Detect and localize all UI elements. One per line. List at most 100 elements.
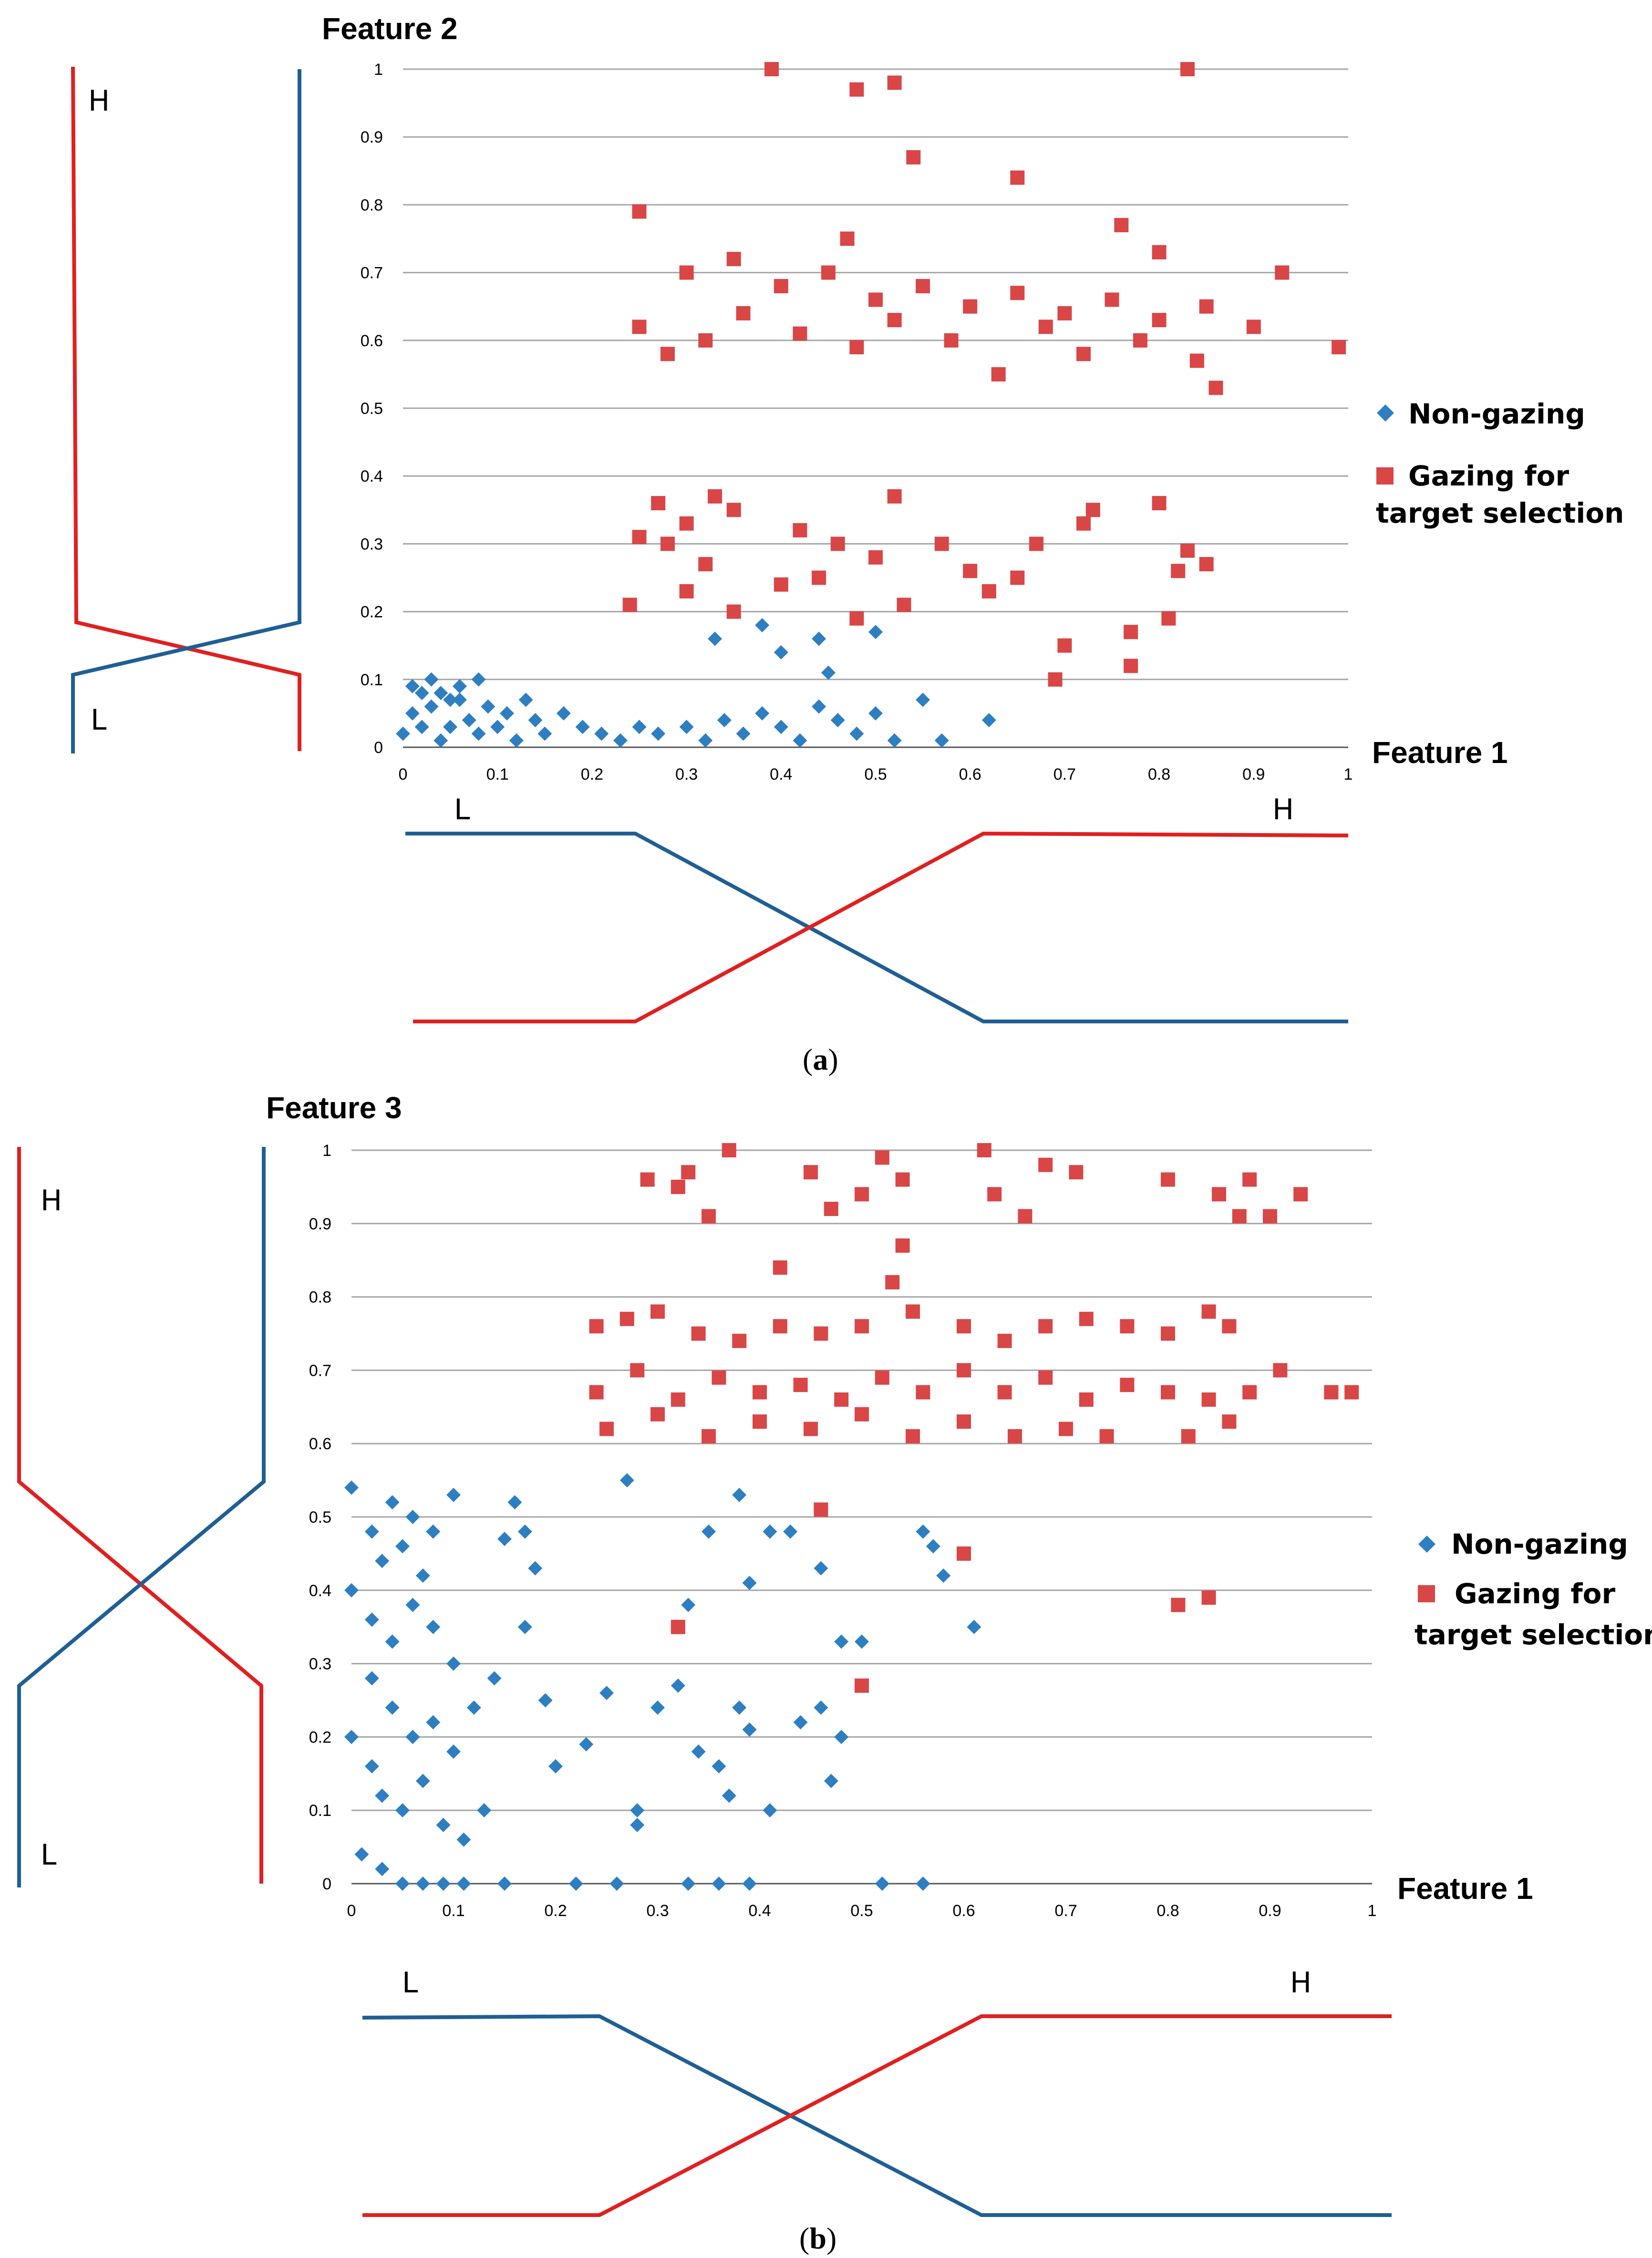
b-point-non-gazing xyxy=(436,1817,451,1832)
b-point-non-gazing xyxy=(599,1686,614,1701)
b-point-non-gazing xyxy=(742,1576,757,1590)
a-point-non-gazing xyxy=(509,733,524,748)
a-point-gazing xyxy=(1199,557,1214,572)
b-point-gazing xyxy=(691,1326,706,1341)
a-gridlines xyxy=(403,68,1348,680)
b-x-tick-label: 0.5 xyxy=(850,1902,873,1920)
a-point-non-gazing xyxy=(887,733,902,748)
b-point-gazing xyxy=(1079,1392,1094,1407)
a-point-gazing xyxy=(916,279,930,294)
a-point-non-gazing xyxy=(868,706,883,721)
b-point-gazing xyxy=(1120,1378,1135,1392)
a-point-non-gazing xyxy=(424,699,439,714)
b-point-gazing xyxy=(1099,1429,1114,1443)
b-point-gazing xyxy=(671,1392,685,1407)
a-point-gazing xyxy=(1152,313,1167,328)
b-point-non-gazing xyxy=(497,1532,512,1547)
b-point-non-gazing xyxy=(967,1619,981,1634)
b-x-axis-title: Feature 1 xyxy=(1397,1871,1533,1906)
a-y-tick-label: 0.9 xyxy=(361,128,383,146)
a-feature2-low-label: L xyxy=(91,703,107,737)
b-x-tick-labels: 0 0.1 0.2 0.3 0.4 0.5 0.6 0.7 0.8 0.9 1 xyxy=(347,1902,1377,1920)
a-point-gazing xyxy=(698,557,713,572)
a-legend-gazing-marker xyxy=(1376,467,1394,485)
a-y-tick-label: 0.7 xyxy=(361,264,383,282)
a-y-tick-label: 0.8 xyxy=(361,196,383,214)
a-point-gazing xyxy=(1275,265,1290,280)
b-point-gazing xyxy=(814,1326,828,1341)
b-point-non-gazing xyxy=(609,1877,624,1891)
a-point-gazing xyxy=(840,231,855,246)
a-point-non-gazing xyxy=(518,692,533,707)
b-point-gazing xyxy=(1161,1172,1175,1187)
b-point-gazing xyxy=(702,1209,716,1224)
b-y-tick-labels: 0 0.1 0.2 0.3 0.4 0.5 0.6 0.7 0.8 0.9 1 xyxy=(309,1142,331,1893)
a-legend-gazing-label-line2: target selection xyxy=(1376,497,1624,529)
b-point-non-gazing xyxy=(671,1678,685,1693)
a-y-tick-label: 0.5 xyxy=(361,400,383,418)
b-point-gazing xyxy=(1069,1165,1084,1180)
a-point-non-gazing xyxy=(594,726,609,741)
a-legend-non-gazing-label: Non-gazing xyxy=(1408,398,1585,430)
a-point-non-gazing xyxy=(679,720,694,734)
a-point-non-gazing xyxy=(830,713,845,728)
b-legend-non-gazing-label: Non-gazing xyxy=(1451,1528,1628,1560)
a-point-gazing xyxy=(622,598,637,612)
a-point-gazing xyxy=(679,516,694,531)
b-point-non-gazing xyxy=(824,1773,838,1788)
b-point-gazing xyxy=(793,1378,808,1392)
b-point-non-gazing xyxy=(375,1788,390,1803)
b-point-gazing xyxy=(671,1179,685,1194)
a-point-gazing xyxy=(1010,286,1025,300)
b-y-tick-label: 1 xyxy=(322,1142,331,1160)
a-point-non-gazing xyxy=(755,706,770,721)
b-point-non-gazing xyxy=(354,1847,369,1862)
a-feature2-high-label: H xyxy=(88,84,110,118)
b-point-gazing xyxy=(804,1422,818,1436)
a-point-gazing xyxy=(830,536,845,551)
b-point-non-gazing xyxy=(538,1693,553,1708)
a-point-gazing xyxy=(1076,347,1091,361)
a-point-gazing xyxy=(934,536,949,551)
a-point-non-gazing xyxy=(537,726,552,741)
a-y-tick-label: 0.3 xyxy=(361,535,383,553)
b-point-gazing xyxy=(773,1319,787,1334)
b-x-tick-label: 0.7 xyxy=(1054,1902,1077,1920)
a-point-non-gazing xyxy=(424,672,439,687)
b-point-non-gazing xyxy=(650,1700,665,1715)
b-point-non-gazing xyxy=(375,1554,390,1568)
a-point-non-gazing xyxy=(651,726,666,741)
b-point-gazing xyxy=(773,1260,787,1275)
a-point-gazing xyxy=(793,326,807,341)
b-point-non-gazing xyxy=(875,1877,889,1891)
a-point-non-gazing xyxy=(396,726,410,741)
a-point-gazing xyxy=(887,75,902,90)
b-point-gazing xyxy=(640,1172,655,1187)
a-point-gazing xyxy=(679,584,694,598)
b-x-tick-label: 0.9 xyxy=(1259,1902,1281,1920)
a-point-gazing xyxy=(1038,320,1053,334)
b-gridlines xyxy=(351,1149,1372,1811)
b-point-gazing xyxy=(1018,1209,1032,1224)
b-point-gazing xyxy=(997,1333,1012,1348)
b-point-non-gazing xyxy=(926,1539,940,1554)
b-legend-gazing-label-line2: target selection xyxy=(1415,1619,1652,1651)
b-point-gazing xyxy=(1263,1209,1277,1224)
b-point-gazing xyxy=(712,1370,726,1385)
b-point-gazing xyxy=(997,1385,1012,1400)
panel-b: Feature 3 Feature 1 00.10.20.30.40.50.60… xyxy=(17,1091,1652,2255)
b-point-non-gazing xyxy=(742,1722,757,1737)
a-panel-label: (a) xyxy=(803,1042,838,1076)
b-point-non-gazing xyxy=(344,1730,359,1744)
b-point-non-gazing xyxy=(364,1612,379,1627)
b-point-non-gazing xyxy=(763,1524,777,1539)
a-point-non-gazing xyxy=(462,713,476,728)
b-feature1-high-membership-line xyxy=(362,2014,1392,2217)
b-point-gazing xyxy=(599,1422,614,1436)
a-point-non-gazing xyxy=(414,686,429,701)
b-point-gazing xyxy=(804,1165,818,1180)
a-y-tick-label: 0.6 xyxy=(361,332,383,350)
a-point-non-gazing xyxy=(405,679,420,694)
a-point-gazing xyxy=(1180,62,1195,76)
a-point-gazing xyxy=(849,340,864,355)
